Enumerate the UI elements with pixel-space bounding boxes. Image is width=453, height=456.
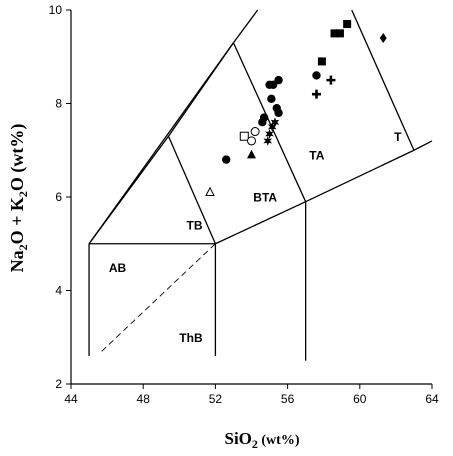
filled-square-marker [335, 29, 344, 38]
x-tick-label: 60 [353, 392, 367, 406]
filled-diamond-marker [379, 33, 387, 44]
field-boundary [215, 201, 306, 245]
x-axis-title: SiO2 (wt%) [224, 429, 299, 451]
axes: 44 48 52 56 60 64 2 4 6 8 10 [49, 3, 439, 406]
filled-circle-marker [274, 75, 283, 85]
open-square-marker [239, 131, 249, 141]
field-label-t: T [394, 130, 402, 144]
field-boundary [232, 9, 259, 44]
x-tick-label: 64 [425, 392, 439, 406]
field-label-ab: AB [109, 261, 127, 275]
y-tick-label: 6 [55, 190, 62, 204]
filled-circle-marker [312, 71, 321, 80]
field-label-tb: TB [187, 219, 203, 233]
field-labels: AB TB BTA TA T ThB [109, 130, 402, 345]
field-boundary [351, 9, 415, 151]
y-tick-label: 4 [55, 284, 62, 298]
x-tick-label: 48 [137, 392, 151, 406]
y-tick-label: 10 [49, 3, 63, 17]
open-triangle-marker [205, 186, 215, 197]
y-axis-title: Na2O + K2O (wt%) [7, 124, 30, 273]
field-boundary [232, 42, 307, 202]
star-marker [263, 135, 273, 146]
x-tick-label: 52 [209, 392, 223, 406]
field-label-thb: ThB [179, 331, 203, 345]
filled-triangle-marker [247, 149, 256, 159]
y-tick-label: 8 [55, 97, 62, 111]
star-marker [265, 128, 274, 139]
open-circle-marker [250, 127, 260, 137]
plus-marker [311, 89, 321, 99]
x-tick-label: 44 [64, 392, 78, 406]
filled-circle-marker [274, 108, 283, 118]
filled-square-marker [317, 57, 326, 66]
field-label-bta: BTA [253, 191, 277, 205]
filled-circle-marker [222, 155, 231, 164]
field-boundary [413, 140, 433, 151]
data-points [205, 20, 387, 197]
filled-square-marker [343, 20, 352, 29]
field-boundary [167, 135, 216, 245]
open-circle-marker [247, 136, 256, 146]
filled-circle-marker [259, 113, 269, 122]
x-tick-label: 56 [281, 392, 295, 406]
y-tick-label: 2 [55, 377, 62, 391]
field-boundaries [88, 9, 433, 361]
alkaline-subalkaline-divider [101, 243, 216, 352]
filled-circle-marker [267, 94, 276, 104]
star-marker [267, 121, 277, 132]
star-marker [270, 117, 280, 128]
field-boundary [167, 42, 234, 137]
field-label-ta: TA [309, 149, 324, 163]
plus-marker [326, 75, 336, 85]
filled-square-marker [330, 29, 339, 38]
field-boundary [305, 149, 415, 203]
